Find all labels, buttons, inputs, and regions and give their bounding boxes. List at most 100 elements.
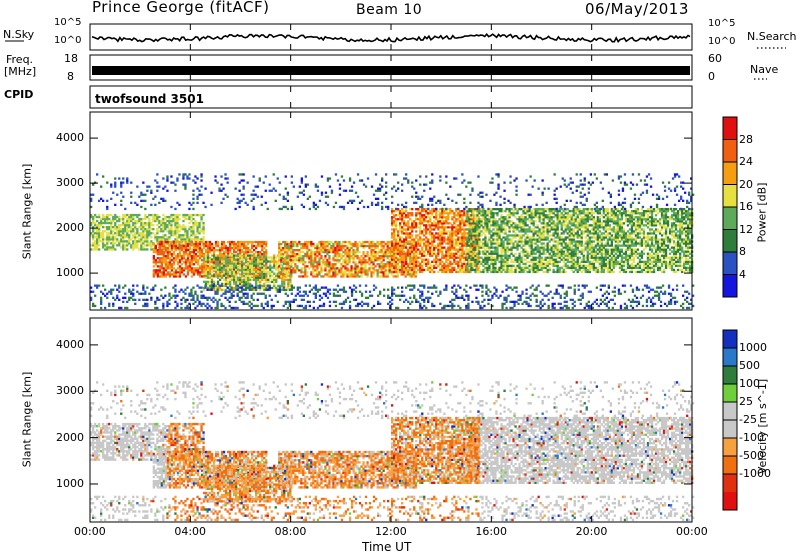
power-cell (148, 224, 151, 227)
power-cell (360, 269, 363, 272)
power-cell (200, 217, 203, 221)
power-cell (340, 273, 343, 276)
power-cell (524, 232, 527, 235)
power-cell (437, 244, 440, 247)
power-cell (463, 266, 466, 269)
power-cell (546, 226, 549, 229)
power-cell (461, 254, 464, 257)
power-cell (556, 234, 559, 237)
power-cell (259, 259, 262, 262)
power-cell (265, 242, 268, 246)
power-cell (449, 262, 452, 265)
power-cell (564, 264, 567, 267)
power-cell (502, 210, 505, 213)
power-cell (320, 261, 323, 264)
power-cell (172, 273, 176, 276)
power-cell (265, 256, 268, 259)
power-cell (372, 273, 375, 276)
power-cell (265, 284, 268, 287)
power-cell (116, 240, 119, 243)
power-cell (382, 253, 385, 256)
power-cell (554, 216, 557, 219)
power-cell (556, 228, 559, 231)
power-cell (463, 224, 466, 227)
power-cell (472, 254, 475, 257)
power-cell (292, 240, 295, 244)
power-cell (249, 272, 252, 275)
power-cell (212, 264, 216, 267)
power-cell (110, 238, 113, 241)
power-cell (413, 260, 416, 263)
power-cell (484, 226, 487, 229)
power-cell (429, 270, 432, 274)
power-cell (275, 268, 278, 271)
power-cell (384, 267, 387, 270)
power-cell (118, 224, 121, 227)
power-cell (414, 263, 417, 266)
power-cell (546, 234, 549, 237)
power-cell (413, 246, 416, 249)
power-cell (566, 264, 569, 267)
power-cell (148, 230, 151, 233)
power-cell (144, 221, 147, 225)
power-cell (405, 214, 408, 217)
power-cell (502, 250, 505, 253)
power-cell (344, 271, 347, 274)
power-cell (245, 272, 248, 275)
power-cell (104, 238, 107, 241)
power-cell (222, 240, 226, 244)
power-cell (538, 238, 541, 241)
power-cell (208, 240, 212, 244)
power-cell (447, 256, 450, 259)
power-cell (336, 242, 339, 246)
power-cell (468, 234, 471, 237)
power-cell (110, 242, 113, 245)
power-cell (534, 242, 537, 245)
power-cell (249, 284, 252, 287)
power-cell (486, 270, 489, 274)
power-cell (463, 242, 466, 245)
power-cell (441, 228, 444, 231)
power-cell (492, 232, 495, 235)
power-cell (220, 240, 224, 244)
power-cell (522, 216, 525, 219)
power-cell (142, 242, 145, 245)
power-cell (548, 256, 551, 259)
power-cell (391, 240, 394, 243)
power-cell (126, 219, 129, 223)
power-cell (468, 256, 471, 259)
power-cell (90, 221, 93, 225)
power-cell (249, 262, 252, 265)
power-cell (152, 244, 155, 247)
power-cell (140, 248, 143, 251)
power-cell (388, 253, 391, 256)
power-cell (504, 246, 507, 249)
power-cell (348, 240, 351, 244)
power-cell (273, 258, 276, 261)
power-cell (429, 266, 432, 269)
power-cell (470, 260, 473, 263)
power-cell (247, 246, 250, 250)
power-cell (156, 219, 159, 223)
power-cell (486, 224, 489, 227)
power-cell (486, 228, 489, 231)
power-cell (488, 236, 491, 239)
power-cell (134, 232, 137, 235)
power-cell (486, 244, 489, 247)
power-cell (336, 255, 339, 258)
power-cell (425, 268, 428, 272)
power-cell (522, 266, 525, 269)
power-cell (210, 249, 214, 252)
power-cell (233, 262, 236, 265)
power-cell (180, 238, 183, 241)
power-cell (413, 270, 416, 274)
power-cell (508, 228, 511, 231)
power-cell (251, 264, 254, 267)
power-cell (465, 232, 468, 235)
power-cell (516, 234, 519, 237)
power-cell (328, 240, 331, 244)
power-cell (560, 266, 563, 269)
power-cell (178, 271, 182, 274)
power-cell (180, 255, 184, 258)
power-cell (382, 246, 385, 250)
